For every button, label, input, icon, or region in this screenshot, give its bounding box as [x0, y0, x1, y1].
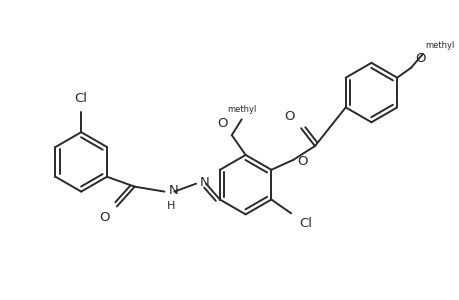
Text: methyl: methyl	[424, 41, 453, 50]
Text: N: N	[200, 176, 209, 189]
Text: Cl: Cl	[74, 92, 88, 105]
Text: O: O	[99, 212, 110, 224]
Text: O: O	[284, 110, 295, 123]
Text: H: H	[166, 200, 174, 211]
Text: O: O	[297, 155, 307, 168]
Text: O: O	[414, 52, 425, 65]
Text: O: O	[217, 117, 227, 130]
Text: methyl: methyl	[227, 105, 256, 114]
Text: N: N	[168, 184, 178, 197]
Text: Cl: Cl	[298, 218, 312, 230]
